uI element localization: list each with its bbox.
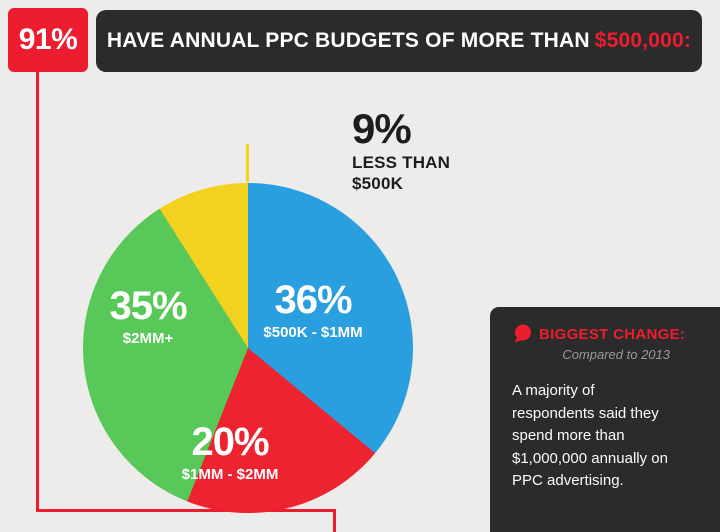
- callout-percent: 9%: [352, 105, 412, 152]
- speech-bubble-icon: [514, 324, 531, 343]
- pie-slice-range: $1MM - $2MM: [181, 466, 279, 483]
- header-title: HAVE ANNUAL PPC BUDGETS OF MORE THAN: [106, 29, 590, 52]
- stat-value: 91%: [18, 23, 78, 56]
- callout-label-line1: LESS THAN: [352, 153, 451, 172]
- callout-less-than-500k: 9% LESS THAN $500K: [352, 105, 451, 193]
- pie-slice-range: $2MM+: [122, 330, 174, 347]
- connector-line-horizontal: [36, 509, 336, 512]
- panel-subheading: Compared to 2013: [562, 347, 670, 362]
- panel-body-text: A majority of respondents said they spen…: [512, 382, 668, 489]
- pie-slice-percent: 36%: [274, 278, 352, 322]
- pie-slice-percent: 20%: [191, 420, 269, 464]
- pie-slice-percent: 35%: [109, 284, 187, 328]
- callout-leader-line: [246, 144, 249, 182]
- pie-slice-range: $500K - $1MM: [263, 324, 363, 341]
- connector-line-vertical: [36, 70, 39, 512]
- connector-line-stub: [333, 509, 336, 532]
- pie-slice-label-1mm-2mm: 20% $1MM - $2MM: [182, 422, 279, 482]
- callout-label-line2: $500K: [352, 174, 404, 193]
- pie-slice-label-2mm-plus: 35% $2MM+: [109, 284, 187, 347]
- stat-badge: 91%: [8, 8, 88, 72]
- biggest-change-panel: BIGGEST CHANGE: Compared to 2013 A major…: [490, 307, 720, 532]
- panel-header: BIGGEST CHANGE:: [512, 324, 702, 344]
- panel-heading: BIGGEST CHANGE:: [539, 325, 686, 343]
- header-title-highlight: $500,000:: [594, 29, 692, 52]
- pie-chart: [83, 183, 413, 513]
- header-bar: HAVE ANNUAL PPC BUDGETS OF MORE THAN $50…: [96, 10, 702, 72]
- pie-slice-label-500k-1mm: 36% $500K - $1MM: [263, 280, 362, 340]
